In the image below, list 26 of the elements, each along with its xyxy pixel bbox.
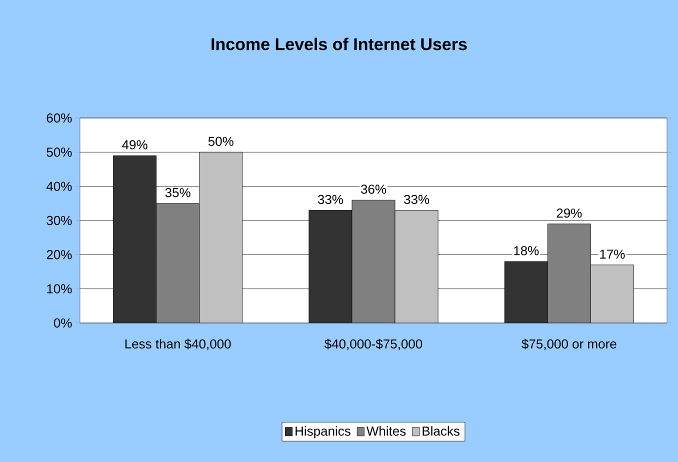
data-label: 35% (165, 188, 190, 198)
y-tick-label: 50% (46, 148, 72, 157)
data-label: 33% (404, 194, 430, 204)
data-label: 36% (360, 184, 386, 194)
bar (504, 261, 548, 323)
data-label: 17% (600, 250, 625, 259)
data-label: 29% (556, 208, 582, 218)
y-tick-label: 60% (46, 113, 72, 123)
x-tick-label: $75,000 or more (522, 338, 616, 350)
bar (308, 210, 352, 323)
data-label: 18% (514, 246, 539, 256)
legend-label: Blacks (422, 426, 460, 436)
y-tick-label: 40% (46, 182, 72, 191)
bar (113, 155, 157, 323)
legend-label: Whites (366, 426, 406, 436)
data-label: 49% (122, 140, 148, 150)
chart-title: Income Levels of Internet Users (212, 38, 467, 50)
y-tick-label: 30% (46, 216, 72, 226)
y-tick-label: 10% (47, 284, 72, 294)
y-tick-label: 20% (46, 250, 72, 260)
data-label: 33% (318, 194, 344, 204)
x-tick-label: Less than $40,000 (125, 338, 231, 350)
x-tick-label: $40,000-$75,000 (324, 338, 422, 350)
data-label: 50% (208, 136, 234, 146)
legend-label: Hispanics (296, 426, 350, 438)
y-tick-label: 0% (54, 318, 72, 328)
